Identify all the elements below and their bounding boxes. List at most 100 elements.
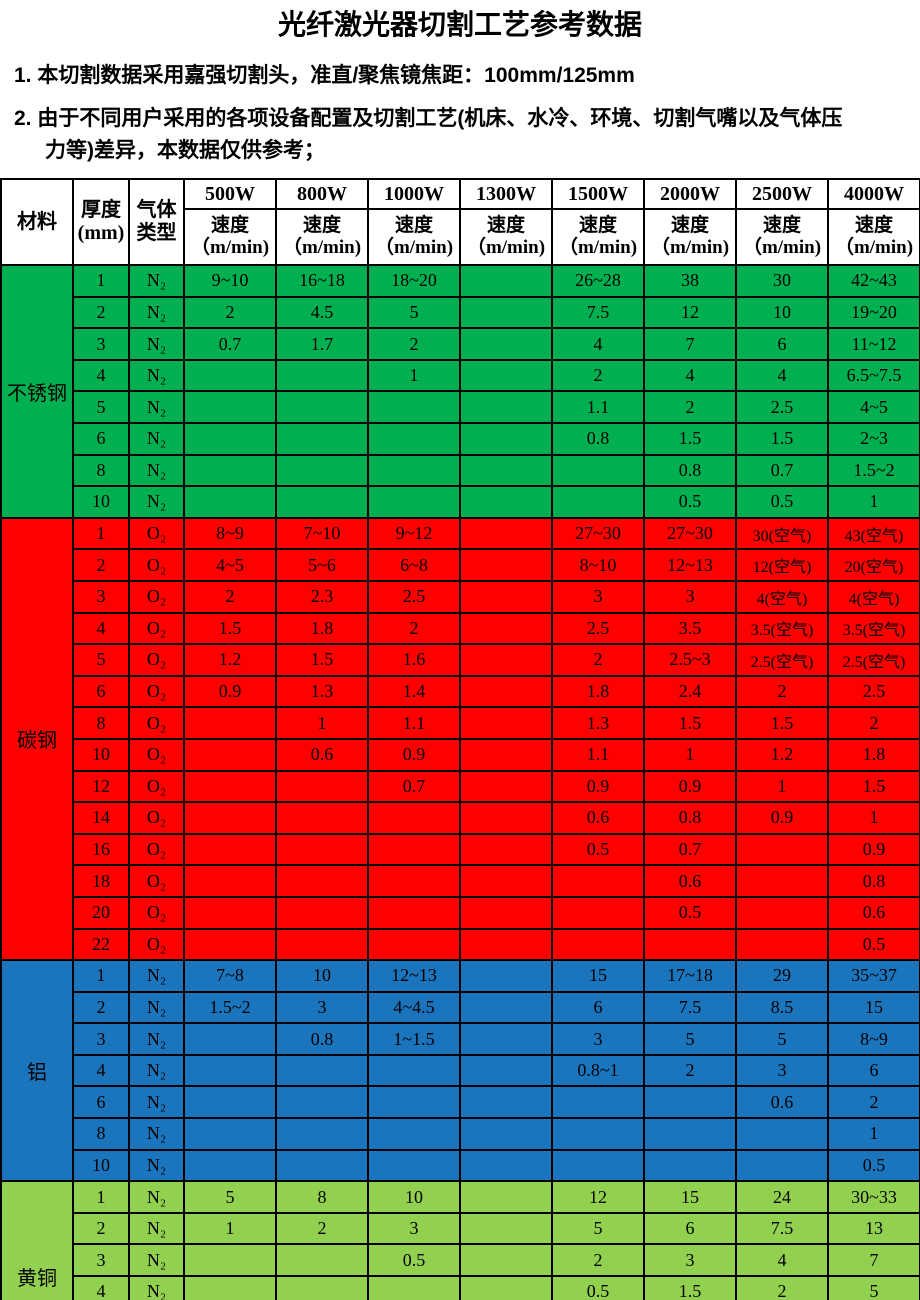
speed-cell (275, 864, 369, 898)
table-row: 2 N₂ 1.5~2 3 4~4.5 6 7.5 8.5 15 (1, 990, 920, 1025)
speed-cell (367, 1053, 461, 1088)
speed-cell (183, 390, 277, 424)
speed-cell (459, 390, 553, 424)
gas-cell: O₂ (128, 864, 185, 898)
speed-cell (551, 927, 645, 962)
table-row: 2 O₂ 4~5 5~6 6~8 8~10 12~13 12(空气) 20(空气) (1, 548, 920, 582)
speed-cell: 7 (827, 1243, 920, 1278)
speed-cell: 1 (827, 1117, 920, 1151)
gas-cell: O₂ (128, 674, 185, 709)
table-row: 10 O₂ 0.6 0.9 1.1 1 1.2 1.8 (1, 737, 920, 772)
speed-cell (367, 801, 461, 835)
speed-cell (643, 1148, 737, 1183)
thickness-cell: 3 (72, 1243, 130, 1278)
speed-cell: 12(空气) (735, 548, 829, 582)
note-2: 2. 由于不同用户采用的各项设备配置及切割工艺(机床、水冷、环境、切割气嘴以及气… (14, 103, 910, 168)
speed-cell: 1.5 (643, 706, 737, 740)
speed-cell: 15 (551, 959, 645, 993)
speed-cell (275, 927, 369, 962)
speed-cell: 6 (551, 990, 645, 1025)
note-1: 1. 本切割数据采用嘉强切割头，准直/聚焦镜焦距：100mm/125mm (14, 60, 910, 93)
speed-cell: 7~8 (183, 959, 277, 993)
speed-cell (275, 1117, 369, 1151)
speed-cell: 10 (367, 1180, 461, 1214)
speed-cell (735, 864, 829, 898)
speed-cell: 27~30 (643, 516, 737, 551)
speed-cell: 2.5(空气) (827, 643, 920, 677)
speed-cell: 10 (275, 959, 369, 993)
speed-cell (735, 832, 829, 867)
speed-cell: 35~37 (827, 959, 920, 993)
table-row: 18 O₂ 0.6 0.8 (1, 864, 920, 898)
speed-cell (459, 579, 553, 614)
speed-cell: 30(空气) (735, 516, 829, 551)
speed-cell: 0.9 (827, 832, 920, 867)
speed-cell (367, 832, 461, 867)
speed-cell: 1.6 (367, 643, 461, 677)
speed-cell: 5 (827, 1275, 920, 1300)
speed-cell: 8~10 (551, 548, 645, 582)
speed-cell: 4 (735, 358, 829, 393)
speed-cell: 5 (551, 1211, 645, 1246)
speed-cell (183, 769, 277, 804)
speed-cell: 0.8 (643, 453, 737, 488)
speed-cell: 4 (735, 1243, 829, 1278)
speed-cell (275, 832, 369, 867)
thickness-cell: 1 (72, 264, 130, 298)
speed-cell (275, 390, 369, 424)
speed-cell: 5 (367, 295, 461, 330)
speed-cell: 2.5 (735, 390, 829, 424)
speed-cell: 30 (735, 264, 829, 298)
speed-cell (459, 327, 553, 361)
gas-cell: N₂ (128, 1148, 185, 1183)
gas-cell: N₂ (128, 1053, 185, 1088)
thickness-cell: 8 (72, 706, 130, 740)
speed-cell: 6 (827, 1053, 920, 1088)
speed-cell: 7 (643, 327, 737, 361)
gas-label-2: 类型 (136, 222, 177, 245)
speed-cell: 0.5 (735, 485, 829, 519)
speed-header-1000w: 速度 （m/min) (367, 208, 461, 267)
speed-cell: 0.7 (735, 453, 829, 488)
speed-cell: 7.5 (551, 295, 645, 330)
speed-cell (275, 485, 369, 519)
thickness-label: 厚度 (81, 199, 121, 222)
speed-cell: 0.9 (643, 769, 737, 804)
speed-cell: 4~5 (183, 548, 277, 582)
speed-cell (367, 895, 461, 930)
speed-cell (367, 390, 461, 424)
speed-cell: 9~12 (367, 516, 461, 551)
gas-cell: N₂ (128, 1085, 185, 1120)
table-row: 3 N₂ 0.5 2 3 4 7 (1, 1243, 920, 1278)
speed-cell: 0.6 (827, 895, 920, 930)
material-label: 铝 (0, 959, 74, 1183)
speed-cell (275, 1053, 369, 1088)
speed-cell: 0.8~1 (551, 1053, 645, 1088)
speed-cell (275, 422, 369, 456)
speed-cell: 8~9 (183, 516, 277, 551)
speed-cell: 4.5 (275, 295, 369, 330)
speed-header-2500w: 速度 （m/min) (735, 208, 829, 267)
thickness-cell: 1 (72, 516, 130, 551)
speed-cell (459, 295, 553, 330)
speed-cell (367, 1148, 461, 1183)
header-row-speed: 速度 （m/min) 速度 （m/min) 速度 （m/min) 速度 （m/min) … (1, 208, 920, 267)
speed-cell: 0.8 (275, 1022, 369, 1056)
gas-cell: N₂ (128, 264, 185, 298)
speed-cell: 3.5(空气) (735, 611, 829, 646)
speed-cell (367, 1117, 461, 1151)
thickness-cell: 22 (72, 927, 130, 962)
speed-cell: 1.7 (275, 327, 369, 361)
gas-cell: N₂ (128, 1022, 185, 1056)
speed-cell: 1 (827, 801, 920, 835)
speed-cell: 4(空气) (735, 579, 829, 614)
table-row: 2 N₂ 2 4.5 5 7.5 12 10 19~20 (1, 295, 920, 330)
speed-cell: 2~3 (827, 422, 920, 456)
speed-cell: 4~4.5 (367, 990, 461, 1025)
speed-cell: 0.5 (643, 485, 737, 519)
speed-cell: 1 (643, 737, 737, 772)
table-row: 铝 1 N₂ 7~8 10 12~13 15 17~18 29 35~37 (0, 959, 920, 1183)
gas-cell: N₂ (128, 1243, 185, 1278)
speed-cell (459, 516, 553, 551)
